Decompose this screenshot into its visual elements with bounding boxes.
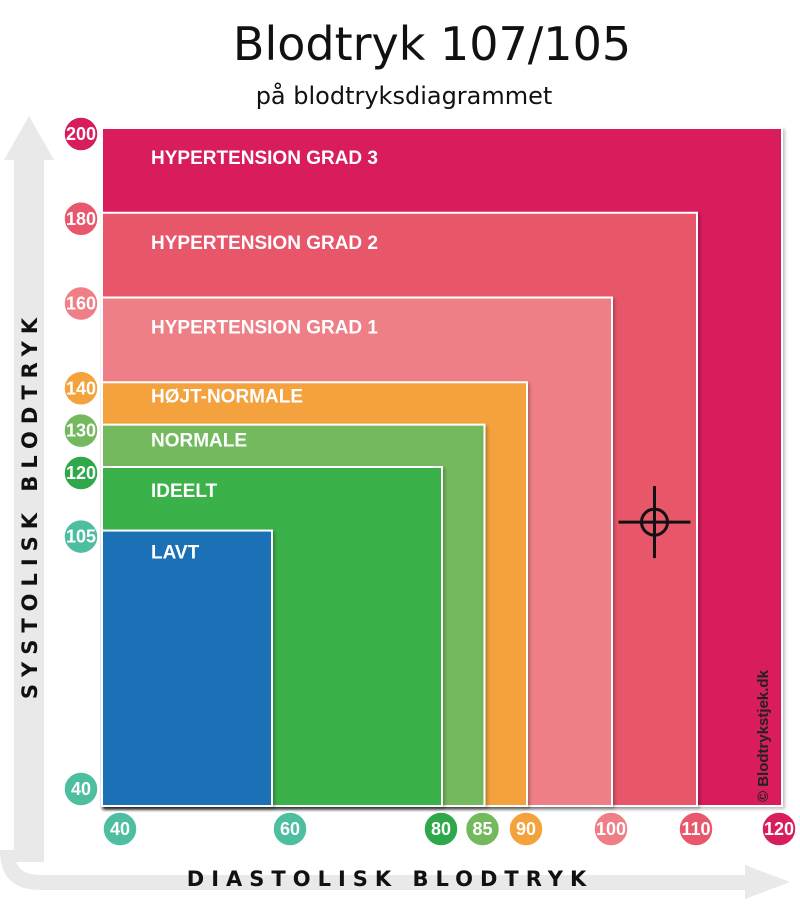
y-tick-badge <box>63 412 99 449</box>
chart-subtitle: på blodtryksdiagrammet <box>256 81 553 110</box>
copyright-text: © Blodtrykstjek.dk <box>755 669 772 802</box>
axis-arrows <box>0 116 790 899</box>
y-tick-badge <box>63 518 99 555</box>
x-tick-badge <box>593 811 629 847</box>
reading-marker <box>618 486 691 559</box>
y-axis-arrow <box>4 116 54 862</box>
y-tick-label: 180 <box>66 209 96 229</box>
y-tick-badge <box>63 285 99 322</box>
y-tick-badge <box>63 455 99 491</box>
x-tick-badge <box>464 811 501 847</box>
y-tick-badge <box>63 370 99 406</box>
y-tick-badge <box>63 116 99 152</box>
y-tick-badge <box>63 201 99 237</box>
x-tick-label: 90 <box>516 819 536 839</box>
x-tick-label: 100 <box>596 819 626 839</box>
x-tick-label: 40 <box>110 819 130 839</box>
chart-title: Blodtryk 107/105 <box>233 17 631 71</box>
y-tick-label: 120 <box>66 463 96 483</box>
x-tick-badge <box>678 811 714 847</box>
zone-label-hojt-normale: HØJT-NORMALE <box>151 386 303 407</box>
x-tick-badge <box>102 811 138 847</box>
y-tick-label: 130 <box>66 421 96 441</box>
x-tick-label: 60 <box>280 819 300 839</box>
y-tick-layer: 200 180 160 140 130 120 105 40 <box>63 116 99 807</box>
y-axis-title: SYSTOLISK BLODTRYK <box>18 311 42 699</box>
x-tick-badge <box>272 811 308 847</box>
x-tick-label: 120 <box>764 819 794 839</box>
zone-label-ideelt: IDEELT <box>151 481 218 502</box>
x-tick-label: 85 <box>472 819 492 839</box>
zone-label-hypertension-grad-2: HYPERTENSION GRAD 2 <box>151 233 378 254</box>
x-tick-layer: 40 60 80 85 90 100 110 120 <box>102 811 797 847</box>
x-axis-arrow <box>0 850 790 899</box>
y-tick-label: 105 <box>66 527 96 547</box>
zone-label-normale: NORMALE <box>151 431 247 452</box>
x-tick-label: 110 <box>681 819 710 839</box>
zone-label-lavt: LAVT <box>151 543 200 564</box>
zone-label-hypertension-grad-3: HYPERTENSION GRAD 3 <box>151 148 378 169</box>
x-tick-label: 80 <box>431 819 451 839</box>
x-axis-title: DIASTOLISK BLODTRYK <box>187 867 593 891</box>
x-tick-badge <box>423 811 459 847</box>
y-tick-badge <box>63 771 99 807</box>
zones-layer: HYPERTENSION GRAD 3 HYPERTENSION GRAD 2 HY… <box>101 127 783 807</box>
y-tick-label: 140 <box>66 378 96 398</box>
zone-lavt <box>101 529 273 807</box>
zone-label-hypertension-grad-1: HYPERTENSION GRAD 1 <box>151 318 378 339</box>
y-tick-label: 160 <box>66 294 96 314</box>
y-tick-label: 200 <box>66 124 96 144</box>
x-tick-badge <box>761 811 797 847</box>
y-tick-label: 40 <box>71 779 91 799</box>
x-tick-badge <box>508 811 544 847</box>
